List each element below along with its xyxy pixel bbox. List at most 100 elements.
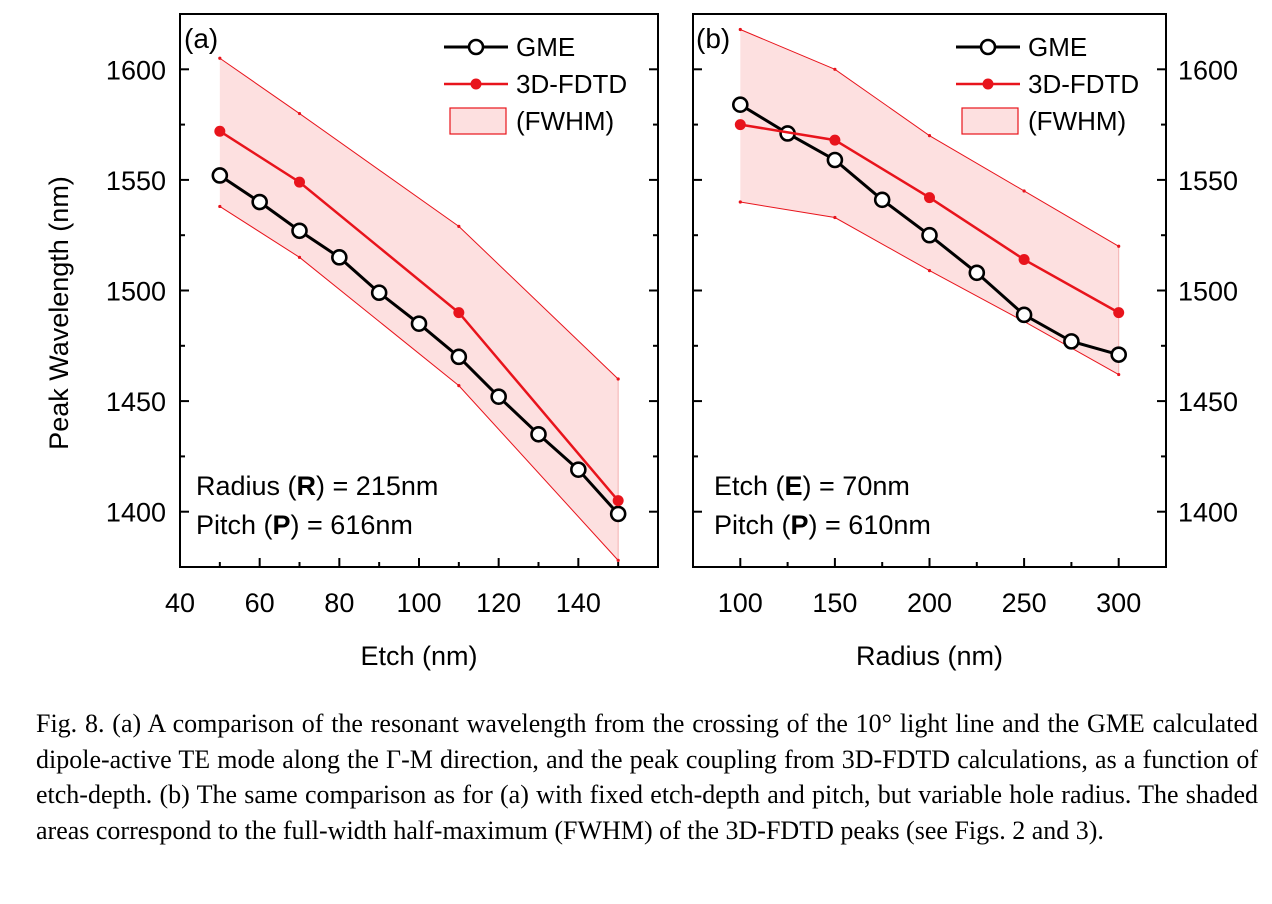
x-tick-label: 250 [1002, 588, 1047, 618]
annotation-segment: ) = 70nm [803, 471, 910, 501]
gme-point [211, 167, 229, 184]
y-tick-label: 1550 [106, 166, 166, 196]
gme-point [609, 505, 627, 523]
y-axis-label: Peak Wavelength (nm) [44, 176, 74, 450]
legend-swatch-fwhm [961, 107, 1019, 135]
fdtd-point [1018, 254, 1030, 266]
fwhm-band [219, 58, 619, 561]
x-axis-label: Radius (nm) [856, 641, 1003, 671]
fwhm-upper-point [218, 56, 222, 60]
x-tick-label: 100 [718, 588, 763, 618]
x-tick-label: 150 [812, 588, 857, 618]
panel-label: (a) [184, 23, 218, 54]
legend-entry-fwhm: (FWHM) [961, 106, 1126, 136]
figure: 40 60 80 100 120 140 Etch (nm) 1400 1450 1500 1550… [44, 13, 1238, 671]
gme-point [570, 461, 587, 478]
annotation-segment: Pitch ( [196, 510, 273, 540]
gme-point [826, 151, 844, 169]
fdtd-point [294, 176, 305, 188]
gme-point [291, 222, 308, 240]
legend-label-gme: GME [1028, 32, 1087, 62]
gme-point [1015, 306, 1033, 324]
legend-entry-fdtd: 3D-FDTD [444, 69, 627, 99]
annotation-segment: P [791, 510, 809, 540]
annotation-segment: P [273, 510, 291, 540]
fwhm-upper-point [833, 67, 837, 71]
y-tick-label: 1450 [1178, 387, 1238, 417]
legend-marker-fdtd [982, 78, 994, 90]
y-tick-label: 1450 [106, 387, 166, 417]
gme-point [331, 249, 348, 266]
fwhm-lower-point [738, 200, 742, 204]
gme-point [410, 315, 428, 332]
annotation-segment: R [297, 471, 317, 501]
legend-swatch-fwhm [449, 107, 507, 135]
fwhm-lower-point [218, 204, 222, 209]
fwhm-lower-point [1117, 372, 1121, 377]
gme-point [873, 191, 891, 209]
annotation-segment: ) = 610nm [809, 510, 931, 540]
fwhm-upper-point [616, 377, 620, 381]
panel-b: 100 150 200 250 300 Radius (nm) 1400 1450 1500 15… [692, 13, 1238, 671]
figure-caption: Fig. 8. (a) A comparison of the resonant… [36, 709, 1258, 845]
x-tick-label: 80 [324, 588, 354, 618]
y-tick-label: 1600 [1178, 55, 1238, 85]
gme-point [731, 96, 749, 113]
legend-label-fwhm: (FWHM) [516, 106, 614, 136]
annotation-segment: ) = 616nm [291, 510, 413, 540]
gme-point [490, 388, 507, 405]
fwhm-lower-point [457, 384, 461, 388]
fdtd-point [612, 495, 624, 507]
gme-point [968, 264, 986, 282]
gme-point [370, 284, 388, 302]
fwhm-upper-point [297, 111, 302, 116]
gme-point [1110, 346, 1127, 363]
fwhm-upper-point [1022, 189, 1026, 193]
x-axis-label: Etch (nm) [360, 641, 477, 671]
x-tick-label: 200 [907, 588, 952, 618]
legend-entry-gme: GME [956, 32, 1087, 62]
legend-entry-gme: GME [444, 32, 575, 62]
gme-point [450, 348, 468, 366]
y-tick-label: 1600 [106, 55, 166, 85]
fwhm-lower-point [616, 558, 620, 562]
annotation-segment: E [785, 471, 803, 501]
gme-point [251, 193, 268, 211]
gme-point [921, 226, 938, 244]
fdtd-point [924, 192, 935, 204]
legend-marker-gme [979, 38, 997, 56]
gme-point [1063, 333, 1080, 350]
y-tick-label: 1400 [1178, 498, 1238, 528]
x-tick-label: 40 [165, 588, 195, 618]
legend-marker-fdtd [470, 78, 482, 90]
gme-point [530, 425, 547, 443]
annotation-line: Pitch (P) = 616nm [196, 510, 413, 540]
fwhm-upper-edge [219, 57, 619, 380]
panel-label: (b) [696, 23, 730, 54]
fdtd-point [214, 125, 226, 137]
x-tick-label: 300 [1096, 588, 1141, 618]
annotation-line: Etch (E) = 70nm [714, 471, 910, 501]
y-tick-label: 1550 [1178, 166, 1238, 196]
y-tick-label: 1400 [106, 498, 166, 528]
x-tick-label: 140 [556, 588, 601, 618]
legend-marker-gme [467, 38, 485, 56]
fwhm-lower-point [297, 255, 302, 259]
y-tick-label: 1500 [106, 277, 166, 307]
fwhm-upper-point [1117, 244, 1121, 248]
fdtd-point [453, 307, 465, 319]
annotation-segment: Pitch ( [714, 510, 791, 540]
x-tick-label: 100 [396, 588, 441, 618]
annotation-segment: ) = 215nm [316, 471, 438, 501]
x-tick-label: 60 [245, 588, 275, 618]
annotation-segment: Etch ( [714, 471, 785, 501]
legend-label-fwhm: (FWHM) [1028, 106, 1126, 136]
fdtd-point [734, 119, 746, 131]
fwhm-lower-edge [219, 206, 619, 561]
fwhm-lower-point [927, 268, 932, 273]
fwhm-upper-point [738, 27, 742, 32]
legend-entry-fdtd: 3D-FDTD [956, 69, 1139, 99]
annotation-segment: Radius ( [196, 471, 297, 501]
annotation-line: Radius (R) = 215nm [196, 471, 438, 501]
series-line-fdtd [219, 130, 620, 502]
